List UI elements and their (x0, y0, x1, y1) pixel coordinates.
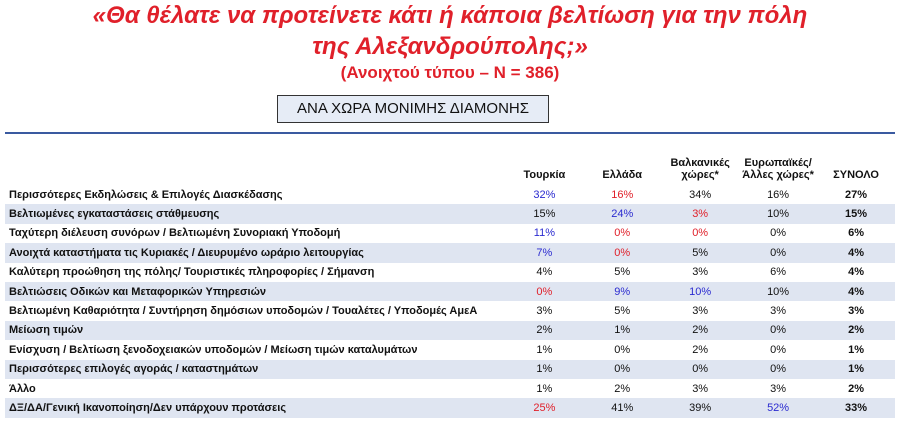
cell: 3% (770, 305, 787, 318)
section-label: ΑΝΑ ΧΩΡΑ ΜΟΝΙΜΗΣ ΔΙΑΜΟΝΗΣ (277, 95, 549, 123)
cell: 0% (583, 359, 662, 379)
row-label: Περισσότερες Εκδηλώσεις & Επιλογές Διασκ… (9, 188, 283, 201)
cell: 1% (536, 382, 553, 395)
cell: 2% (661, 320, 740, 341)
cell: 0% (739, 320, 818, 341)
table-row: ΔΞ/ΔΑ/Γενική Ικανοποίηση/Δεν υπάρχουν πρ… (5, 398, 895, 418)
cell: 1% (583, 320, 662, 341)
cell: 2% (614, 382, 631, 395)
row-label: Άλλο (9, 382, 36, 395)
cell: 10% (661, 281, 740, 302)
cell: 3% (692, 266, 709, 279)
row-label: Μείωση τιμών (5, 320, 506, 341)
cell: 16% (611, 188, 634, 201)
cell: 1% (817, 359, 895, 379)
cell: 1% (848, 343, 864, 356)
column-header: ΣΥΝΟΛΟ (833, 169, 879, 181)
table-row: Άλλο 1% 2% 3% 3% 2% (5, 379, 895, 398)
cell: 2% (505, 320, 584, 341)
cell: 11% (533, 227, 555, 240)
table-body: Περισσότερες Εκδηλώσεις & Επιλογές Διασκ… (5, 185, 895, 418)
cell: 1% (505, 359, 584, 379)
table-row: Βελτιωμένη Καθαριότητα / Συντήρηση δημόσ… (5, 301, 895, 320)
row-label: Καλύτερη προώθηση της πόλης/ Τουριστικές… (9, 266, 375, 279)
cell: 39% (661, 398, 740, 418)
cell: 16% (767, 188, 790, 201)
cell: 0% (661, 359, 740, 379)
cell: 4% (536, 266, 553, 279)
table-row: Βελτιωμένες εγκαταστάσεις στάθμευσης 15% 2… (5, 204, 895, 224)
cell: 9% (583, 281, 662, 302)
column-header: Ευρωπαϊκές/ Άλλες χώρες* (742, 157, 814, 181)
table: Τουρκία Ελλάδα Βαλκανικές χώρες* Ευρωπαϊκές… (5, 142, 895, 418)
title-line: «Θα θέλατε να προτείνετε κάτι ή κάποια β… (92, 2, 808, 29)
cell: 3% (536, 305, 553, 318)
rule (5, 132, 895, 134)
table-row: Βελτιώσεις Οδικών και Μεταφορικών Υπηρεσ… (5, 281, 895, 302)
cell: 0% (614, 343, 631, 356)
header-cell (5, 142, 505, 185)
cell: 10% (739, 204, 818, 224)
cell: 4% (848, 266, 864, 279)
row-label: ΔΞ/ΔΑ/Γενική Ικανοποίηση/Δεν υπάρχουν πρ… (5, 398, 506, 418)
cell: 0% (770, 343, 787, 356)
subtitle: (Ανοιχτού τύπου – Ν = 386) (340, 63, 560, 82)
cell: 6% (848, 227, 864, 240)
cell: 1% (536, 343, 553, 356)
table-row: Μείωση τιμών 2% 1% 2% 0% 2% (5, 320, 895, 341)
cell: 0% (739, 359, 818, 379)
cell: 15% (817, 204, 895, 224)
cell: 32% (533, 188, 556, 201)
cell: 0% (770, 227, 787, 240)
cell: 3% (848, 305, 864, 318)
cell: 3% (661, 204, 740, 224)
row-label: Ενίσχυση / Βελτίωση ξενοδοχειακών υποδομ… (9, 343, 418, 356)
cell: 3% (770, 382, 787, 395)
table-row: Ανοιχτά καταστήματα τις Κυριακές / Διευρ… (5, 243, 895, 263)
cell: 24% (583, 204, 662, 224)
cell: 34% (689, 188, 712, 201)
cell: 0% (583, 243, 662, 263)
row-label: Βελτιωμένη Καθαριότητα / Συντήρηση δημόσ… (9, 305, 478, 318)
cell: 25% (505, 398, 584, 418)
cell: 0% (505, 281, 584, 302)
cell: 5% (661, 243, 740, 263)
cell: 4% (817, 243, 895, 263)
table-row: Ταχύτερη διέλευση συνόρων / Βελτιωμένη Σ… (5, 224, 895, 243)
cell: 2% (848, 382, 864, 395)
column-header: Βαλκανικές χώρες* (670, 157, 730, 181)
cell: 10% (739, 281, 818, 302)
cell: 0% (614, 227, 631, 240)
cell: 2% (692, 343, 709, 356)
title-line: της Αλεξανδρούπολης;» (312, 33, 588, 60)
cell: 5% (614, 305, 631, 318)
cell: 41% (583, 398, 662, 418)
cell: 33% (817, 398, 895, 418)
cell: 27% (845, 188, 868, 201)
row-label: Βελτιωμένες εγκαταστάσεις στάθμευσης (5, 204, 506, 224)
row-label: Βελτιώσεις Οδικών και Μεταφορικών Υπηρεσ… (5, 281, 506, 302)
cell: 0% (739, 243, 818, 263)
cell: 52% (739, 398, 818, 418)
cell: 5% (614, 266, 631, 279)
column-header: Τουρκία (523, 169, 566, 181)
cell: 0% (692, 227, 709, 240)
cell: 15% (505, 204, 584, 224)
row-label: Ανοιχτά καταστήματα τις Κυριακές / Διευρ… (5, 243, 506, 263)
cell: 2% (817, 320, 895, 341)
column-header: Ελλάδα (602, 169, 643, 181)
table-row: Περισσότερες επιλογές αγοράς / καταστημά… (5, 359, 895, 379)
cell: 3% (692, 382, 709, 395)
cell: 4% (817, 281, 895, 302)
table-row: Περισσότερες Εκδηλώσεις & Επιλογές Διασκ… (5, 185, 895, 204)
cell: 3% (692, 305, 709, 318)
cell: 7% (505, 243, 584, 263)
table-row: Ενίσχυση / Βελτίωση ξενοδοχειακών υποδομ… (5, 340, 895, 359)
cell: 6% (770, 266, 787, 279)
header-row: Τουρκία Ελλάδα Βαλκανικές χώρες* Ευρωπαϊκές… (5, 142, 895, 185)
table-row: Καλύτερη προώθηση της πόλης/ Τουριστικές… (5, 263, 895, 282)
row-label: Ταχύτερη διέλευση συνόρων / Βελτιωμένη Σ… (9, 227, 341, 240)
row-label: Περισσότερες επιλογές αγοράς / καταστημά… (5, 359, 506, 379)
